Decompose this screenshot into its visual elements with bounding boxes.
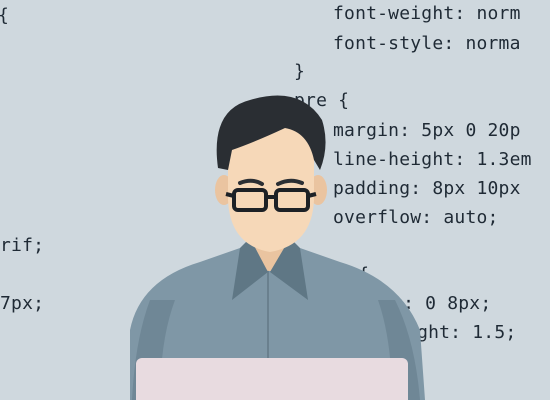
code-line: 7px; (0, 293, 45, 314)
glasses (225, 188, 317, 212)
collar-right (270, 238, 308, 300)
code-line: } (294, 61, 306, 82)
code-line: overflow: auto; (333, 207, 499, 228)
laptop (136, 358, 408, 400)
code-line: line-height: 1.3em (333, 149, 532, 170)
code-line: font-weight: norm (333, 3, 521, 24)
code-line: font-style: norma (333, 33, 521, 54)
code-line: padding: 8px 10px (333, 178, 521, 199)
code-line: { (0, 2, 9, 30)
code-line: margin: 5px 0 20p (333, 120, 521, 141)
hair (216, 95, 326, 170)
code-line: rif; (0, 235, 45, 256)
collar-left (232, 238, 268, 300)
